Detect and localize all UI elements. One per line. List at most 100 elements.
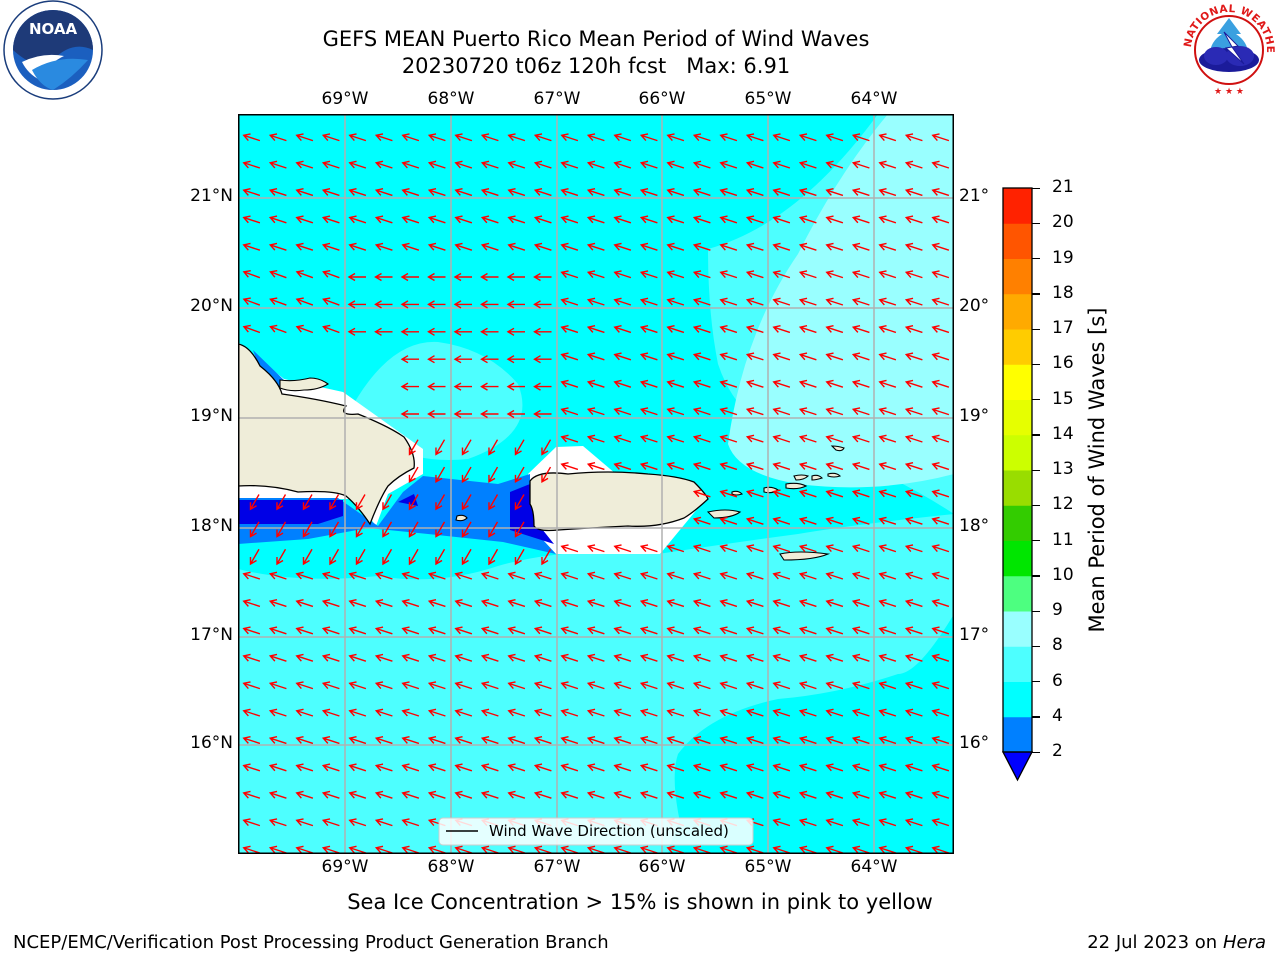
- wave-direction-arrow: [454, 242, 473, 251]
- wave-direction-arrow: [506, 327, 525, 336]
- wave-direction-arrow: [242, 708, 261, 717]
- ocean-period-8-9: [728, 114, 954, 488]
- wave-direction-arrow: [453, 327, 472, 336]
- wave-direction-arrow: [692, 297, 711, 306]
- wave-direction-arrow: [851, 489, 870, 498]
- wave-direction-arrow: [400, 272, 419, 282]
- wave-direction-arrow: [401, 845, 420, 854]
- wave-direction-arrow: [427, 242, 446, 251]
- wave-direction-arrow: [427, 272, 446, 282]
- wave-direction-arrow: [745, 681, 764, 690]
- wave-direction-arrow: [692, 242, 711, 251]
- wave-direction-arrow: [480, 133, 499, 142]
- wave-direction-arrow: [745, 297, 764, 306]
- wave-direction-arrow: [242, 763, 261, 772]
- wave-direction-arrow: [427, 215, 446, 224]
- wave-direction-arrow: [666, 544, 685, 553]
- colorbar-segment: [1003, 505, 1032, 541]
- wave-direction-arrow: [295, 708, 314, 717]
- wave-direction-arrow: [533, 599, 552, 608]
- wave-direction-arrow: [453, 300, 472, 309]
- wave-direction-arrow: [427, 327, 446, 336]
- colorbar-tick-label: 11: [1052, 529, 1074, 550]
- wave-direction-arrow: [242, 818, 261, 827]
- wave-direction-arrow: [745, 599, 764, 608]
- wave-direction-arrow: [560, 599, 579, 608]
- wave-direction-arrow: [772, 653, 791, 662]
- wave-direction-arrow: [321, 215, 340, 224]
- wave-direction-arrow: [798, 352, 817, 361]
- wave-direction-arrow: [851, 188, 870, 197]
- wave-direction-arrow: [560, 242, 579, 251]
- wave-direction-arrow: [825, 736, 844, 745]
- wave-direction-arrow: [295, 626, 314, 635]
- wave-direction-arrow: [772, 270, 791, 279]
- wave-direction-arrow: [904, 708, 923, 717]
- wave-direction-arrow: [798, 653, 817, 662]
- wave-direction-arrow: [454, 845, 473, 854]
- wave-direction-arrow: [613, 215, 632, 224]
- wave-direction-arrow: [878, 845, 897, 854]
- wave-direction-arrow: [745, 653, 764, 662]
- wave-direction-arrow: [401, 133, 420, 142]
- wave-direction-arrow: [692, 160, 711, 169]
- wave-direction-arrow: [666, 160, 685, 169]
- wave-direction-arrow: [613, 763, 632, 772]
- wave-direction-arrow: [719, 626, 738, 635]
- wave-direction-arrow: [461, 548, 472, 566]
- wave-direction-arrow: [249, 521, 260, 538]
- wave-direction-arrow: [931, 325, 950, 334]
- noaa-logo: NOAA: [3, 0, 103, 100]
- wave-direction-arrow: [586, 845, 605, 854]
- colorbar-tick-label: 9: [1052, 600, 1063, 620]
- wave-direction-arrow: [401, 188, 420, 197]
- wave-direction-arrow: [745, 407, 764, 416]
- wave-direction-arrow: [878, 407, 897, 416]
- wave-direction-arrow: [772, 462, 791, 471]
- wave-direction-arrow: [639, 297, 658, 306]
- wave-direction-arrow: [454, 626, 473, 635]
- wave-direction-arrow: [435, 548, 446, 566]
- wave-direction-arrow: [825, 571, 844, 580]
- wave-direction-arrow: [613, 379, 632, 388]
- wave-direction-arrow: [427, 133, 446, 142]
- map-title: GEFS MEAN Puerto Rico Mean Period of Win…: [322, 27, 870, 51]
- wave-direction-arrow: [533, 736, 552, 745]
- wave-direction-arrow: [507, 736, 526, 745]
- wave-direction-arrow: [745, 188, 764, 197]
- colorbar-tick-label: 8: [1052, 635, 1063, 656]
- wave-direction-arrow: [480, 681, 499, 690]
- wave-direction-arrow: [427, 790, 446, 799]
- wave-direction-arrow: [613, 434, 632, 443]
- wave-direction-arrow: [931, 352, 950, 361]
- wave-direction-arrow: [851, 242, 870, 251]
- lat-label-left: 18°N: [190, 516, 233, 536]
- wave-direction-arrow: [382, 548, 393, 566]
- colorbar-tick-mark: [1032, 434, 1040, 436]
- wave-direction-arrow: [242, 571, 261, 580]
- wave-direction-arrow: [533, 300, 552, 309]
- wave-direction-arrow: [825, 462, 844, 471]
- wave-direction-arrow: [666, 462, 685, 471]
- wave-direction-arrow: [268, 708, 287, 717]
- wave-direction-arrow: [692, 708, 711, 717]
- wave-direction-arrow: [374, 242, 393, 251]
- noaa-logo-text: NOAA: [29, 20, 78, 38]
- wave-direction-arrow: [745, 489, 764, 498]
- wave-direction-arrow: [745, 379, 764, 388]
- wave-direction-arrow: [374, 626, 393, 635]
- wave-direction-arrow: [488, 548, 499, 566]
- wave-direction-arrow: [851, 599, 870, 608]
- colorbar-segment: [1003, 258, 1032, 295]
- lat-label-left: 16°N: [190, 733, 233, 753]
- colorbar-tick-label: 16: [1052, 353, 1074, 374]
- wave-direction-arrow: [560, 434, 579, 443]
- wave-direction-arrow: [878, 325, 897, 334]
- wave-direction-arrow: [639, 188, 658, 197]
- wave-direction-arrow: [295, 736, 314, 745]
- wave-direction-arrow: [242, 188, 261, 197]
- wave-direction-arrow: [825, 653, 844, 662]
- wave-direction-arrow: [480, 736, 499, 745]
- wave-direction-arrow: [613, 270, 632, 279]
- wave-direction-arrow: [745, 270, 764, 279]
